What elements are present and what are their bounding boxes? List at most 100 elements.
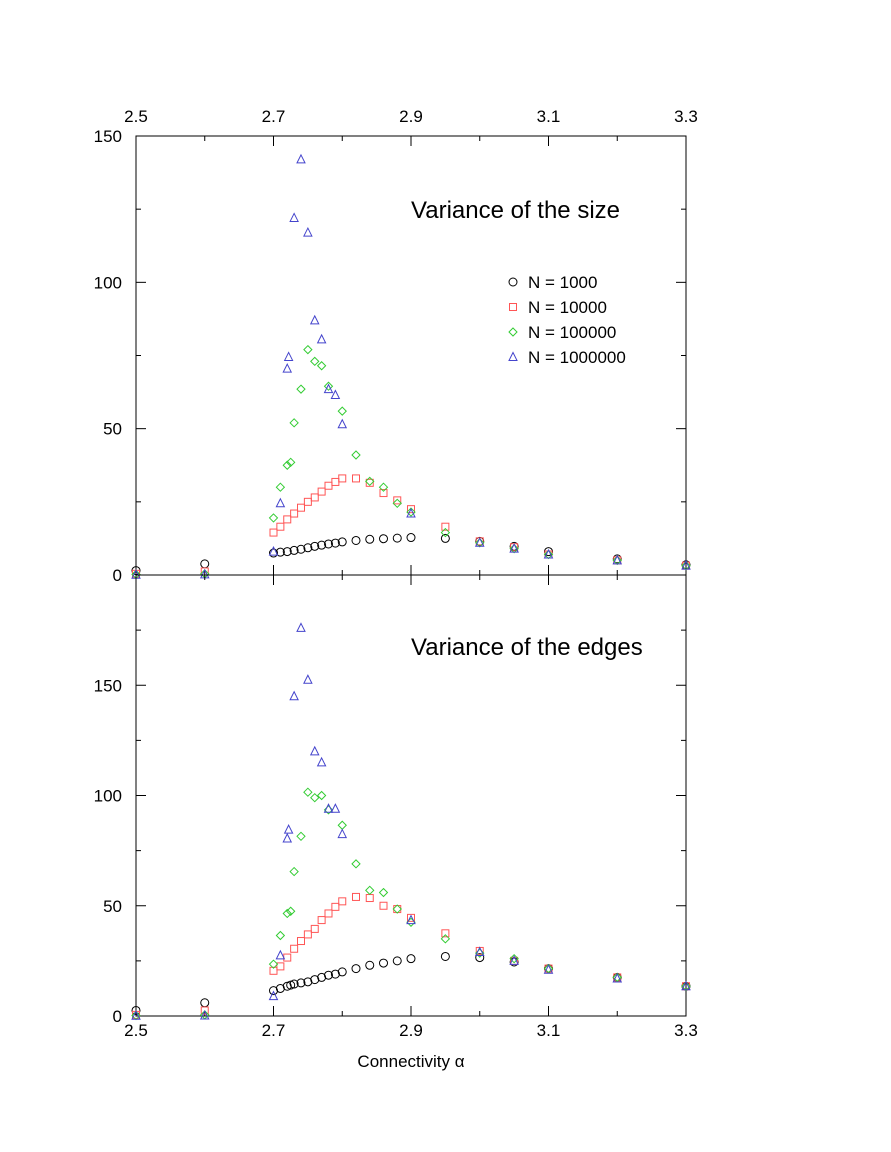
data-point xyxy=(303,344,313,355)
data-point xyxy=(303,977,313,987)
data-point xyxy=(407,505,415,514)
data-point xyxy=(440,951,450,961)
top-x-tick-label: 2.5 xyxy=(124,107,148,126)
data-point xyxy=(337,537,347,547)
data-point xyxy=(406,507,416,517)
data-point xyxy=(283,351,294,361)
data-point xyxy=(316,361,327,371)
data-point xyxy=(379,958,388,968)
data-point xyxy=(290,509,299,518)
data-point xyxy=(289,690,299,701)
data-point xyxy=(474,537,485,547)
data-point xyxy=(441,929,450,938)
data-point xyxy=(543,548,554,559)
data-point xyxy=(303,674,313,684)
data-point xyxy=(440,533,450,543)
data-point xyxy=(392,904,402,914)
edges-variance-panel: 0 50 100 150 2.5 2.7 2.9 3.1 3.3 Variance of the … xyxy=(94,574,698,1040)
data-point xyxy=(337,967,347,977)
data-point xyxy=(303,787,313,797)
data-point xyxy=(282,460,292,470)
data-point xyxy=(441,522,450,531)
data-point xyxy=(543,963,554,974)
data-point xyxy=(297,937,305,946)
data-point xyxy=(378,887,389,898)
data-point xyxy=(365,894,374,903)
data-point xyxy=(289,212,299,222)
data-point xyxy=(309,314,320,325)
data-point xyxy=(392,533,402,543)
data-point xyxy=(543,964,554,974)
data-point xyxy=(612,972,622,983)
data-point xyxy=(269,528,278,537)
data-point xyxy=(323,383,334,394)
data-point xyxy=(351,964,361,974)
legend-marker-circle xyxy=(508,277,518,287)
data-point xyxy=(269,966,278,975)
data-point xyxy=(296,384,306,394)
data-point xyxy=(296,544,306,554)
legend-label: N = 10000 xyxy=(528,298,607,317)
data-point xyxy=(310,975,320,985)
data-point xyxy=(330,389,341,400)
data-point xyxy=(681,560,691,570)
data-point xyxy=(338,474,347,483)
data-point xyxy=(283,953,292,962)
y-tick-label: 100 xyxy=(94,787,122,806)
data-point xyxy=(200,559,210,569)
data-point xyxy=(407,913,415,922)
data-point xyxy=(365,534,375,544)
data-point xyxy=(612,554,623,565)
data-point xyxy=(275,930,286,941)
data-point xyxy=(330,803,341,813)
data-point xyxy=(268,545,279,556)
series-square xyxy=(132,474,690,578)
data-point xyxy=(324,909,333,918)
data-point xyxy=(509,955,519,965)
x-tick-label: 2.7 xyxy=(262,1021,286,1040)
data-point xyxy=(440,934,451,944)
data-point xyxy=(285,906,296,916)
legend-marker-diamond xyxy=(508,327,518,337)
data-point xyxy=(285,457,296,468)
data-point xyxy=(475,953,485,963)
data-point xyxy=(351,535,361,545)
data-point xyxy=(275,482,286,492)
x-tick-label: 3.1 xyxy=(537,1021,561,1040)
data-point xyxy=(303,543,313,553)
data-point xyxy=(200,1006,209,1015)
data-point xyxy=(509,953,519,964)
data-point xyxy=(352,892,360,901)
data-point xyxy=(681,980,691,991)
data-point xyxy=(379,534,388,544)
data-point xyxy=(275,497,286,508)
data-point xyxy=(406,507,416,518)
y-tick-label: 0 xyxy=(113,1007,122,1026)
data-point xyxy=(131,1005,141,1015)
data-point xyxy=(337,820,347,830)
data-point xyxy=(338,897,347,906)
top-x-tick-label: 2.9 xyxy=(399,107,423,126)
data-point xyxy=(392,956,402,966)
data-point xyxy=(289,418,299,428)
top-x-tick-label: 2.7 xyxy=(262,107,286,126)
data-point xyxy=(317,540,327,550)
data-point xyxy=(323,803,334,813)
data-point xyxy=(392,498,402,509)
legend: N = 1000 N = 10000 N = 100000 N = 1000000 xyxy=(508,273,626,367)
data-point xyxy=(296,153,306,164)
data-point xyxy=(296,831,306,841)
data-point xyxy=(544,547,553,557)
data-point xyxy=(393,496,402,505)
y-tick-label: 0 xyxy=(113,566,122,585)
data-point xyxy=(275,949,286,960)
panel-title: Variance of the size xyxy=(411,197,620,224)
data-point xyxy=(282,832,293,843)
data-point xyxy=(289,545,299,555)
data-point xyxy=(310,924,319,933)
data-point xyxy=(379,489,388,498)
data-point xyxy=(289,979,299,989)
data-point xyxy=(316,756,327,767)
